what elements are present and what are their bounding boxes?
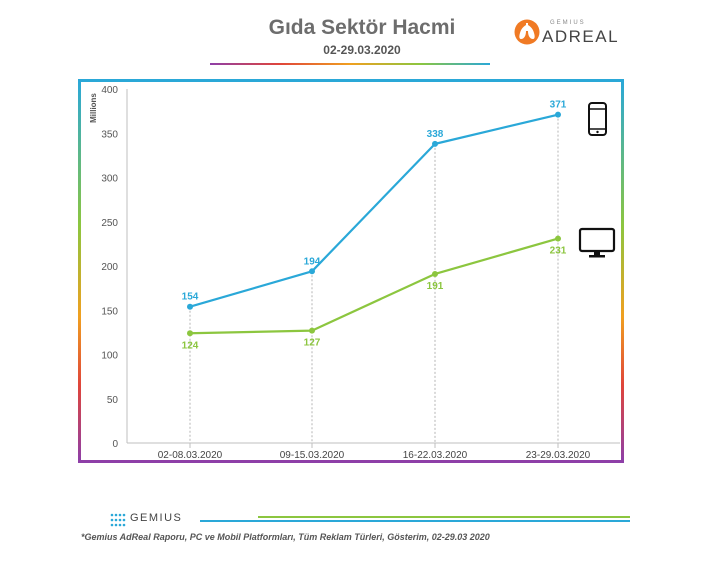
x-tick-label: 16-22.03.2020	[403, 450, 468, 461]
data-label: 231	[550, 246, 567, 257]
chart-frame	[78, 79, 624, 463]
data-point	[309, 327, 315, 334]
data-label: 124	[182, 340, 199, 351]
data-label: 338	[427, 129, 444, 140]
y-tick-label: 200	[101, 262, 118, 273]
y-tick-label: 50	[107, 395, 119, 406]
y-tick-label: 150	[101, 306, 118, 317]
adreal-logo: GEMIUS ADREAL	[514, 18, 624, 48]
footer-rule-green	[258, 516, 630, 518]
data-label: 194	[304, 256, 321, 267]
chart-title: Gıda Sektör Hacmi	[268, 16, 456, 39]
data-point	[432, 270, 438, 277]
mobile-phone-icon	[588, 102, 607, 136]
data-label: 127	[304, 338, 321, 349]
lungs-logo-icon	[514, 19, 540, 45]
x-tick-label: 02-08.03.2020	[158, 450, 223, 461]
y-tick-label: 0	[112, 439, 118, 450]
desktop-monitor-icon	[578, 227, 616, 258]
source-footnote: *Gemius AdReal Raporu, PC ve Mobil Platf…	[81, 532, 490, 542]
series-line	[189, 113, 559, 308]
x-tick-label: 09-15.03.2020	[280, 450, 345, 461]
data-label: 191	[427, 281, 444, 292]
title-underline	[210, 63, 490, 65]
data-point	[555, 111, 561, 118]
y-axis-label: Millions	[89, 93, 98, 123]
data-label: 154	[182, 292, 199, 303]
data-point	[309, 268, 315, 275]
brand-gemius-small: GEMIUS	[550, 20, 586, 26]
footer-rule-blue	[200, 520, 630, 522]
y-tick-label: 300	[101, 174, 118, 185]
data-point	[187, 330, 193, 337]
y-tick-label: 350	[101, 129, 118, 140]
y-tick-label: 250	[101, 218, 118, 229]
data-point	[187, 303, 193, 310]
y-tick-label: 400	[101, 85, 118, 96]
brand-adreal: ADREAL	[542, 27, 620, 46]
footer-brand: GEMIUS	[130, 512, 183, 524]
series-line	[189, 237, 559, 335]
gemius-dots-icon	[110, 513, 126, 527]
data-point	[555, 235, 561, 242]
data-point	[432, 140, 438, 147]
x-tick-label: 23-29.03.2020	[526, 450, 591, 461]
y-tick-label: 100	[101, 351, 118, 362]
chart-subtitle: 02-29.03.2020	[323, 43, 401, 57]
data-label: 371	[550, 100, 567, 111]
